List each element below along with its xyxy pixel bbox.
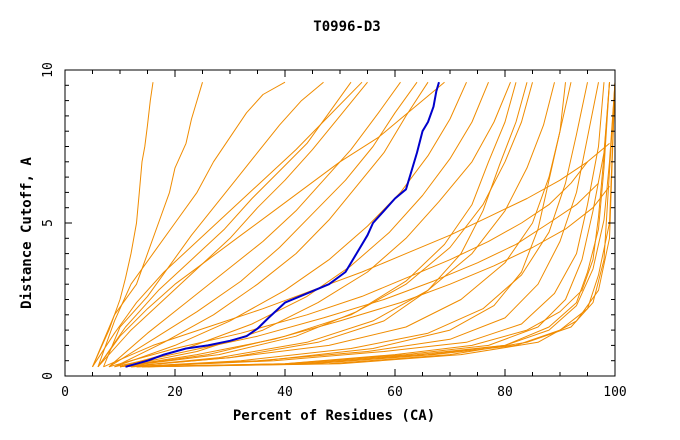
chart-title: T0996-D3 <box>313 19 380 35</box>
tick-layer: 0 20 40 60 80 100 0 5 10 <box>41 62 627 400</box>
series-line-2 <box>92 82 203 367</box>
y-tick-label-5: 5 <box>41 219 56 227</box>
y-tick-label-10: 10 <box>41 62 56 78</box>
series-line-32 <box>119 82 517 368</box>
x-tick-label-100: 100 <box>603 385 626 400</box>
series-line-7 <box>108 81 418 368</box>
series-line-31 <box>125 82 528 368</box>
series-line-30 <box>130 82 566 368</box>
series-line-33 <box>136 82 610 368</box>
series-line-11 <box>119 82 511 368</box>
series-line-5 <box>97 81 368 368</box>
y-tick-label-0: 0 <box>41 372 56 380</box>
series-line-9 <box>114 81 467 368</box>
x-tick-label-0: 0 <box>61 385 69 400</box>
series-line-26 <box>103 143 610 368</box>
series-line-12 <box>119 82 533 368</box>
series-line-19 <box>141 82 616 368</box>
series-line-28 <box>92 81 363 368</box>
x-tick-label-20: 20 <box>167 385 183 400</box>
series-line-24 <box>114 182 599 368</box>
series-line-4 <box>103 81 324 367</box>
x-tick-label-60: 60 <box>387 385 403 400</box>
series-line-21 <box>147 82 616 368</box>
series-line-6 <box>108 81 401 368</box>
series-line-13 <box>125 82 555 368</box>
series-line-29 <box>97 81 352 368</box>
series-line-22 <box>147 82 616 368</box>
x-tick-label-80: 80 <box>497 385 513 400</box>
series-line-34 <box>141 82 610 368</box>
x-axis-label: Percent of Residues (CA) <box>233 408 435 424</box>
series-line-27 <box>97 81 445 368</box>
series-line-25 <box>119 185 610 368</box>
highlight-series-line <box>125 81 440 368</box>
series-line-17 <box>136 82 605 368</box>
series-line-23 <box>108 161 588 368</box>
series-line-3 <box>97 81 286 367</box>
series-line-15 <box>130 82 588 368</box>
series-line-10 <box>119 82 489 368</box>
series-line-8 <box>114 81 429 368</box>
series-layer <box>92 81 616 368</box>
x-tick-label-40: 40 <box>277 385 293 400</box>
y-axis-label: Distance Cutoff, A <box>19 157 35 309</box>
series-line-1 <box>92 82 154 368</box>
series-line-16 <box>130 82 599 368</box>
